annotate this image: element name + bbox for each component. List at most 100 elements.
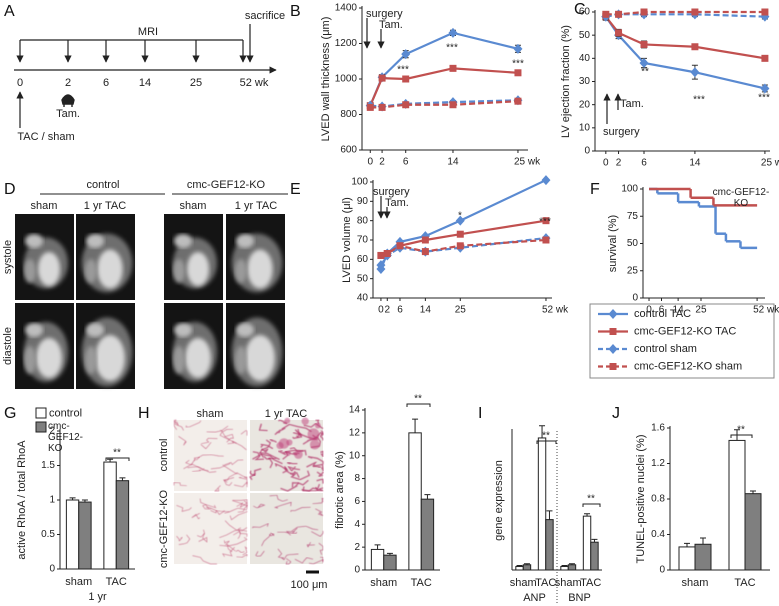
x-tick-label: TAC	[734, 577, 755, 589]
legend-swatch	[35, 421, 47, 433]
significance-bracket	[536, 440, 557, 444]
histology-image	[250, 493, 324, 565]
fiber	[308, 559, 324, 565]
annotation: Tam.	[379, 19, 403, 31]
group-header: control	[86, 179, 119, 191]
fiber	[290, 470, 311, 481]
y-tick-label: 600	[340, 145, 357, 156]
bar	[78, 501, 92, 570]
legend-swatch	[35, 407, 47, 419]
bar	[678, 546, 696, 571]
error-bar	[386, 552, 393, 556]
annotation: **	[542, 431, 550, 442]
fiber	[202, 504, 212, 510]
x-axis-label: 1 yr	[88, 591, 107, 603]
marker	[542, 236, 550, 244]
fiber	[291, 525, 319, 532]
timeline-end: sacrifice	[245, 10, 285, 22]
mri-image	[15, 303, 74, 389]
y-axis-label: LV ejection fraction (%)	[560, 25, 572, 138]
error-bar	[81, 499, 88, 503]
x-tick-label: 25 wk	[761, 158, 779, 169]
y-tick-label: 1400	[335, 3, 358, 14]
y-tick-label: 30	[579, 76, 591, 87]
y-tick-label: 50	[579, 30, 591, 41]
fiber	[206, 425, 229, 433]
fiber	[269, 532, 275, 537]
fiber	[240, 430, 248, 436]
mri-tissue	[236, 234, 254, 248]
mri-tissue	[24, 259, 36, 283]
fiber	[214, 485, 221, 492]
fiber	[280, 482, 300, 492]
x-tick-label: 25	[455, 305, 467, 316]
bar	[370, 548, 385, 571]
x-tick-label: 0	[378, 305, 384, 316]
error-bar	[591, 538, 598, 543]
mri-tissue	[185, 338, 211, 378]
x-tick-label: 14	[447, 157, 459, 168]
fiber	[277, 450, 288, 456]
x-tick-label: 14	[673, 305, 685, 316]
line	[605, 13, 765, 18]
bar	[65, 499, 80, 570]
fiber	[201, 437, 218, 445]
fiber	[221, 428, 234, 440]
significance-bracket	[730, 434, 753, 438]
mri-tissue	[85, 346, 97, 374]
fiber	[234, 481, 248, 488]
y-tick-label: 90	[357, 196, 369, 207]
marker	[378, 103, 386, 111]
timeline-tick: 2	[65, 77, 71, 89]
fibrosis	[286, 451, 291, 456]
line	[370, 99, 518, 108]
error-bar	[69, 497, 76, 500]
fiber	[285, 558, 292, 565]
fiber	[185, 420, 202, 428]
fiber	[269, 494, 288, 502]
panel-label: E	[290, 181, 301, 198]
legend-label-box: cmc-GEF12-KO	[48, 421, 83, 454]
annotation-box: cmc-GEF12-KO	[712, 187, 770, 209]
x-tick-label: TAC	[535, 577, 556, 589]
marker	[376, 260, 386, 271]
y-tick-label: 1000	[335, 74, 358, 85]
fibrosis	[301, 417, 309, 425]
legend-marker	[609, 328, 617, 335]
fiber	[286, 461, 298, 465]
error-bar	[568, 563, 575, 565]
x-tick-label: 6	[659, 305, 665, 316]
panel-label: J	[612, 405, 620, 422]
fiber	[260, 443, 274, 450]
column-header: sham	[197, 408, 224, 420]
legend-label: control	[49, 407, 82, 419]
mri-tissue	[24, 346, 36, 374]
fiber	[233, 530, 248, 537]
bar	[383, 554, 397, 571]
fiber	[224, 520, 248, 532]
mri-tissue	[236, 323, 254, 337]
annotation: **	[113, 448, 121, 459]
bar	[537, 437, 547, 571]
mri-tissue	[86, 323, 104, 337]
fiber	[237, 504, 248, 513]
annotation: ***	[693, 95, 705, 106]
legend-marker	[608, 344, 618, 354]
x-tick-label: 0	[646, 305, 652, 316]
annotation: cmc-GEF12-KO	[712, 187, 770, 209]
x-tick-label: TAC	[580, 577, 601, 589]
error-bar	[684, 542, 690, 547]
mri-tissue	[235, 346, 247, 374]
fibrosis	[309, 439, 320, 450]
fiber	[244, 476, 248, 479]
fiber	[224, 433, 234, 443]
y-tick-label: 0	[584, 146, 590, 157]
x-tick-label: 2	[616, 158, 622, 169]
fiber	[249, 470, 257, 477]
mri-image	[226, 303, 285, 389]
fiber	[192, 469, 209, 473]
panel-label: I	[478, 405, 482, 422]
fiber	[199, 498, 217, 509]
x-tick-label: sham	[555, 577, 582, 589]
fiber	[282, 466, 292, 475]
